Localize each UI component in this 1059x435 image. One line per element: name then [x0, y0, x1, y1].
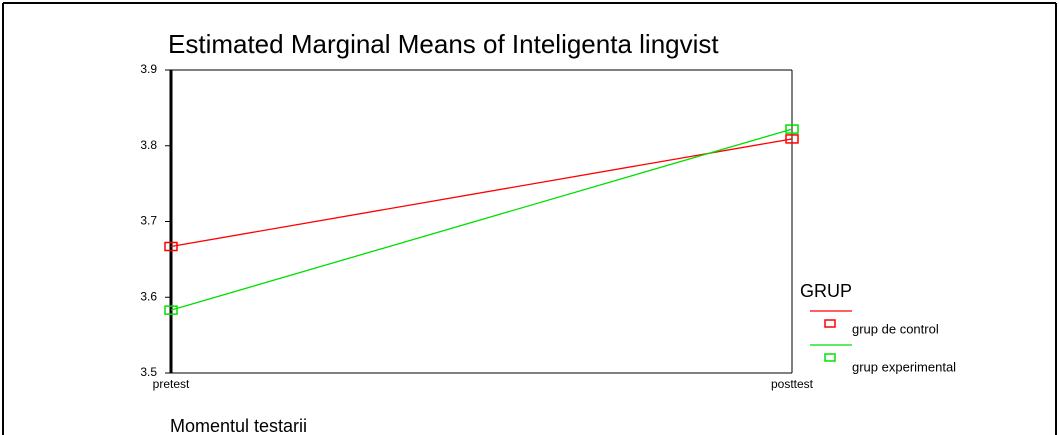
chart-title: Estimated Marginal Means of Inteligenta … — [168, 29, 719, 59]
point-marker — [785, 124, 799, 134]
x-axis-label: Momentul testarii — [170, 416, 307, 435]
y-tick-label: 3.5 — [140, 365, 157, 379]
y-tick-label: 3.7 — [140, 214, 157, 228]
x-tick-label: pretest — [153, 377, 190, 391]
series-line — [170, 128, 793, 311]
legend-label: grup de control — [852, 321, 939, 336]
legend-marker — [824, 319, 836, 328]
y-tick-label: 3.6 — [140, 289, 157, 303]
point-marker — [164, 305, 178, 315]
legend-title: GRUP — [800, 281, 852, 301]
legend-label: grup experimental — [852, 359, 956, 374]
point-marker — [164, 241, 178, 252]
legend-marker — [824, 353, 836, 362]
y-tick-label: 3.8 — [140, 138, 157, 152]
series-line — [170, 138, 793, 248]
x-tick-label: posttest — [771, 377, 814, 391]
point-marker — [785, 134, 799, 144]
y-tick-label: 3.9 — [140, 62, 157, 76]
